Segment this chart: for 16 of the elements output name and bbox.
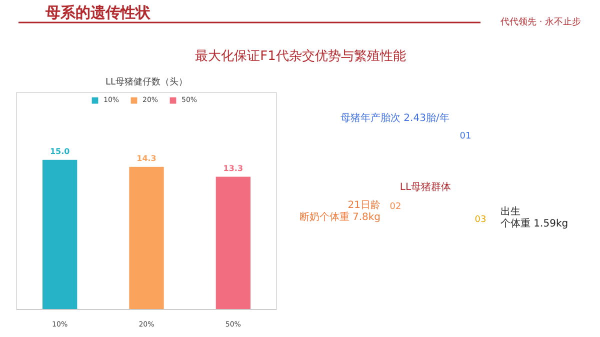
text: 最大化保证F1代杂交优势与繁殖性能 [195, 48, 406, 64]
chart-title: LL母猪健仔数（头） [105, 76, 188, 88]
text: LL母猪群体 [400, 181, 452, 194]
data-label: 15.0 [50, 146, 70, 156]
text: 02 [390, 202, 402, 212]
text: 03 [474, 214, 486, 225]
text: 出生 [500, 205, 520, 218]
text: 断奶个体重 7.8kg [299, 211, 381, 224]
text: 21日龄 [348, 198, 381, 211]
text: 个体重 1.59kg [500, 218, 568, 230]
data-label: 13.3 [223, 164, 244, 173]
text: 母猪年产胎次 2.43胎/年 [340, 112, 450, 124]
text: 母系的遗传性状 [44, 4, 152, 22]
data-label: 14.3 [136, 154, 156, 163]
text: 代代领先 · 永不止步 [500, 16, 582, 28]
text: 01 [460, 131, 472, 142]
